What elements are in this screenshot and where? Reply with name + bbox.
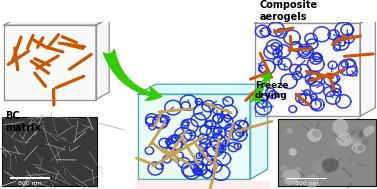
Bar (278, 119, 376, 186)
Ellipse shape (352, 138, 362, 147)
Ellipse shape (363, 125, 375, 136)
Text: 800 nm: 800 nm (18, 181, 41, 186)
Text: 800 nm: 800 nm (294, 181, 318, 186)
Polygon shape (360, 15, 375, 116)
Polygon shape (138, 94, 250, 179)
Polygon shape (4, 25, 96, 100)
Ellipse shape (280, 165, 288, 172)
Ellipse shape (289, 148, 297, 156)
Text: BC
matrix: BC matrix (5, 111, 41, 133)
Ellipse shape (360, 144, 365, 148)
Ellipse shape (357, 145, 364, 151)
Ellipse shape (331, 141, 338, 147)
Ellipse shape (332, 119, 348, 135)
Bar (286, 178, 327, 179)
Ellipse shape (282, 173, 291, 181)
Bar (2, 117, 97, 186)
Ellipse shape (304, 174, 319, 187)
Ellipse shape (294, 167, 301, 173)
Polygon shape (255, 23, 360, 116)
Ellipse shape (359, 130, 364, 137)
Ellipse shape (282, 169, 300, 183)
Ellipse shape (312, 130, 320, 138)
Text: Composite
aerogels: Composite aerogels (260, 0, 318, 22)
Bar (136, 181, 270, 189)
Ellipse shape (312, 161, 326, 173)
Polygon shape (4, 18, 109, 25)
Polygon shape (250, 84, 268, 179)
Ellipse shape (309, 174, 317, 182)
Ellipse shape (307, 129, 322, 142)
Ellipse shape (287, 128, 293, 134)
Ellipse shape (339, 128, 346, 133)
Ellipse shape (361, 139, 369, 145)
Bar (9, 177, 49, 179)
Ellipse shape (284, 175, 296, 185)
Ellipse shape (336, 132, 353, 146)
Ellipse shape (351, 143, 365, 153)
Polygon shape (96, 18, 109, 100)
Polygon shape (138, 84, 268, 94)
Ellipse shape (368, 131, 373, 136)
Text: Freeze
drying: Freeze drying (255, 81, 288, 100)
Polygon shape (255, 15, 375, 23)
Ellipse shape (322, 158, 339, 172)
